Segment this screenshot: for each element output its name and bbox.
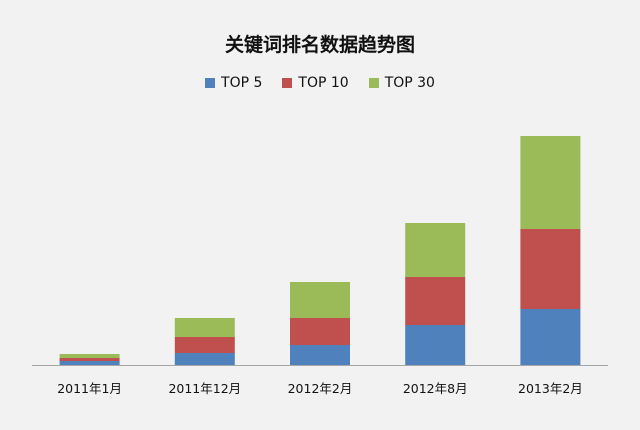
legend-item-top10: TOP 10 xyxy=(282,75,349,91)
legend-label-top10: TOP 10 xyxy=(298,75,349,91)
bar-top10-2 xyxy=(290,318,350,345)
bar-top5-0 xyxy=(59,361,120,365)
legend-swatch-top30 xyxy=(368,78,379,88)
legend-item-top30: TOP 30 xyxy=(368,75,435,91)
bar-top5-1 xyxy=(174,353,235,365)
bar-top10-1 xyxy=(174,337,235,353)
bar-top5-3 xyxy=(405,325,466,365)
x-tick-label: 2011年12月 xyxy=(168,381,241,396)
legend-label-top5: TOP 5 xyxy=(221,75,263,91)
bar-top5-4 xyxy=(520,309,581,365)
bar-top10-0 xyxy=(59,358,120,361)
bar-top30-4 xyxy=(520,136,581,229)
legend: TOP 5 TOP 10 TOP 30 xyxy=(0,75,640,91)
x-tick-label: 2013年2月 xyxy=(518,381,583,396)
x-tick-label: 2012年2月 xyxy=(288,381,353,396)
legend-swatch-top10 xyxy=(282,78,293,88)
legend-item-top5: TOP 5 xyxy=(205,75,262,91)
x-tick-label: 2012年8月 xyxy=(403,381,468,396)
legend-label-top30: TOP 30 xyxy=(384,75,435,91)
bar-top10-3 xyxy=(405,277,466,325)
chart-title: 关键词排名数据趋势图 xyxy=(224,34,415,56)
bar-top30-0 xyxy=(59,354,120,358)
bar-top30-1 xyxy=(174,318,235,337)
bar-top30-3 xyxy=(405,223,466,277)
bar-top5-2 xyxy=(290,345,350,365)
legend-swatch-top5 xyxy=(205,78,216,88)
x-tick-label: 2011年1月 xyxy=(57,381,122,396)
bar-top10-4 xyxy=(520,229,581,309)
bar-top30-2 xyxy=(290,282,350,318)
